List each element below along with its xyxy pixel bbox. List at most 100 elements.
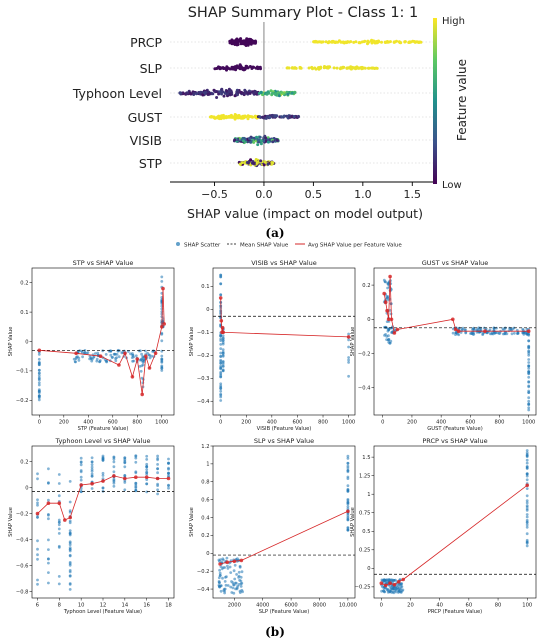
avg-shap-point: [456, 329, 461, 334]
avg-shap-point: [232, 559, 237, 564]
scatter-point: [525, 458, 529, 462]
avg-shap-point: [123, 351, 127, 356]
scatter-point: [129, 352, 132, 356]
avg-shap-point: [525, 483, 529, 488]
shap-dot: [212, 115, 216, 119]
scatter-point: [86, 351, 90, 354]
scatter-point: [525, 487, 529, 490]
scatter-point: [525, 474, 529, 478]
shap-dot: [230, 65, 234, 69]
scatter-point: [68, 543, 72, 547]
scatter-point: [131, 353, 135, 357]
feature-label: STP: [139, 156, 163, 171]
avg-shap-point: [123, 476, 127, 481]
shap-dot: [243, 88, 247, 92]
scatter-point: [399, 584, 403, 588]
x-tick-label: 0: [380, 603, 383, 609]
avg-shap-point: [383, 583, 388, 588]
scatter-point: [68, 563, 72, 567]
scatter-point: [219, 360, 223, 363]
subplot-2: VISIB vs SHAP Value 0 200 400 600 800 1000 −0.4…: [189, 259, 356, 432]
avg-shap-point: [130, 375, 135, 379]
scatter-point: [525, 478, 529, 482]
shap-dot: [204, 90, 208, 94]
y-tick-label: 0.5: [362, 529, 370, 535]
scatter-point: [392, 591, 396, 595]
scatter-point: [525, 461, 529, 465]
shap-dot: [188, 91, 192, 95]
avg-shap-point: [37, 348, 42, 353]
x-tick-label: 1000: [522, 420, 535, 426]
avg-shap-point: [483, 329, 487, 334]
shap-dot: [238, 63, 242, 67]
scatter-point: [223, 589, 227, 593]
y-tick-label: −0.4: [197, 587, 210, 593]
shap-dot: [225, 92, 229, 96]
shap-dot: [248, 115, 252, 118]
shap-dot: [252, 91, 256, 95]
subplot-frame: [373, 267, 537, 416]
scatter-point: [37, 377, 41, 381]
scatter-point: [525, 499, 529, 503]
scatter-point: [47, 517, 50, 521]
scatter-point: [156, 488, 160, 492]
scatter-point: [456, 332, 459, 336]
y-tick-label: 1.2: [201, 444, 209, 450]
y-tick-label: −0.1: [197, 330, 210, 336]
shap-dot: [253, 114, 257, 118]
scatter-point: [57, 582, 61, 586]
scatter-point: [47, 561, 50, 565]
shap-dot: [259, 139, 263, 143]
scatter-point: [525, 532, 529, 536]
avg-shap-point: [57, 501, 62, 506]
shap-dot: [212, 88, 216, 92]
subplot-ylabel: SHAP Value: [189, 327, 195, 357]
x-tick-label: 10,000: [339, 603, 357, 609]
scatter-point: [525, 454, 529, 457]
scatter-point: [218, 584, 221, 588]
scatter-point: [36, 472, 39, 476]
shap-dot: [403, 40, 407, 44]
shap-dot: [318, 66, 322, 70]
scatter-point: [219, 387, 223, 390]
shap-dot: [280, 91, 284, 94]
scatter-point: [493, 331, 496, 335]
scatter-point: [141, 360, 145, 364]
scatter-point: [160, 280, 164, 283]
feature-label: VISIB: [130, 133, 162, 148]
scatter-point: [525, 540, 529, 544]
scatter-point: [525, 494, 529, 498]
scatter-point: [79, 456, 83, 460]
y-tick-label: 0: [367, 317, 370, 323]
scatter-point: [387, 337, 391, 341]
avg-shap-point: [225, 560, 229, 564]
subplot-6: PRCP vs SHAP Value 0 20 40 60 80 100 −0.25 0 0.25…: [350, 437, 537, 615]
avg-shap-point: [140, 392, 144, 397]
scatter-point: [131, 359, 135, 363]
scatter-point: [461, 326, 465, 330]
scatter-point: [68, 548, 72, 551]
x-tick-label: 12: [100, 603, 107, 609]
scatter-point: [37, 374, 41, 378]
scatter-point: [525, 525, 529, 529]
shap-dot: [341, 65, 345, 69]
shap-dot: [242, 66, 246, 70]
scatter-point: [160, 339, 164, 343]
scatter-point: [134, 354, 138, 358]
scatter-point: [219, 389, 223, 393]
shap-dot: [313, 40, 317, 44]
scatter-point: [221, 557, 225, 561]
shap-dot: [258, 135, 262, 139]
y-tick-label: −0.4: [16, 537, 29, 543]
scatter-point: [516, 331, 520, 335]
scatter-point: [219, 334, 223, 338]
scatter-point: [346, 515, 350, 519]
summary-title: SHAP Summary Plot - Class 1: 1: [188, 5, 419, 21]
scatter-point: [79, 490, 83, 494]
scatter-point: [139, 358, 143, 362]
feature-label: SLP: [140, 61, 163, 76]
scatter-point: [346, 477, 350, 480]
scatter-point: [219, 395, 223, 399]
avg-shap-point: [166, 476, 171, 481]
shap-dot: [252, 140, 256, 144]
